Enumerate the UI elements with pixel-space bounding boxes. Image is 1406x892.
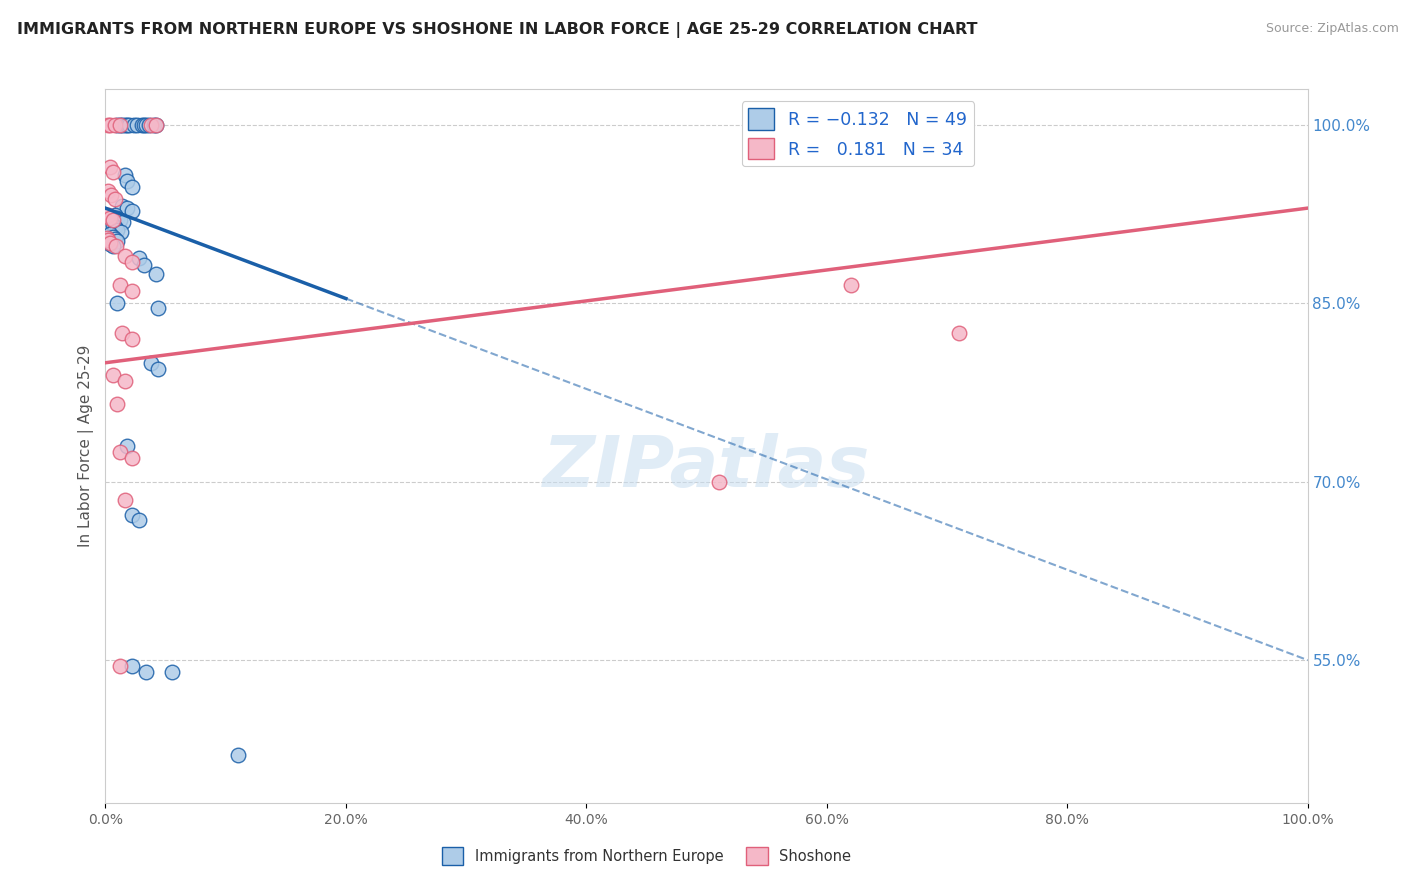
Point <box>121 285 143 299</box>
Point <box>121 203 143 218</box>
Point <box>107 118 129 132</box>
Point <box>114 249 136 263</box>
Point <box>115 439 138 453</box>
Point <box>108 213 131 227</box>
Point <box>98 235 121 250</box>
Point <box>707 475 730 489</box>
Point <box>101 213 124 227</box>
Point <box>108 118 131 132</box>
Point <box>138 118 160 132</box>
Point <box>115 201 138 215</box>
Point <box>110 225 132 239</box>
Point <box>112 215 135 229</box>
Point <box>100 188 122 202</box>
Point <box>97 185 120 199</box>
Point <box>115 118 138 132</box>
Point <box>97 208 120 222</box>
Point <box>108 118 131 132</box>
Point <box>104 232 127 246</box>
Point <box>145 118 167 132</box>
Point <box>107 296 129 310</box>
Point <box>104 192 127 206</box>
Point <box>145 118 167 132</box>
Point <box>115 174 138 188</box>
Point <box>108 278 131 293</box>
Point <box>104 220 127 235</box>
Point <box>97 233 120 247</box>
Point <box>101 368 124 382</box>
Point <box>124 118 146 132</box>
Point <box>131 118 153 132</box>
Point <box>114 118 136 132</box>
Point <box>101 165 124 179</box>
Point <box>114 492 136 507</box>
Point <box>98 160 121 174</box>
Point <box>132 258 155 272</box>
Point <box>948 326 970 340</box>
Point <box>108 445 131 459</box>
Point <box>108 659 131 673</box>
Point <box>145 267 167 281</box>
Point <box>121 659 143 673</box>
Point <box>101 229 124 244</box>
Point <box>121 450 143 465</box>
Point <box>118 118 141 132</box>
Point <box>121 179 143 194</box>
Point <box>226 748 249 763</box>
Point <box>101 239 124 253</box>
Point <box>121 254 143 268</box>
Point <box>104 118 127 132</box>
Point <box>160 665 183 679</box>
Text: ZIPatlas: ZIPatlas <box>543 433 870 502</box>
Point <box>839 278 862 293</box>
Point <box>135 665 157 679</box>
Point <box>105 239 128 253</box>
Point <box>107 397 129 411</box>
Point <box>107 222 129 236</box>
Point <box>142 118 165 132</box>
Point <box>148 361 170 376</box>
Point <box>111 199 134 213</box>
Y-axis label: In Labor Force | Age 25-29: In Labor Force | Age 25-29 <box>79 345 94 547</box>
Point <box>135 118 157 132</box>
Point <box>97 118 120 132</box>
Point <box>121 332 143 346</box>
Text: Source: ZipAtlas.com: Source: ZipAtlas.com <box>1265 22 1399 36</box>
Point <box>132 118 155 132</box>
Point <box>98 227 121 242</box>
Point <box>114 168 136 182</box>
Point <box>139 356 162 370</box>
Point <box>107 235 129 249</box>
Point <box>128 513 150 527</box>
Point <box>139 118 162 132</box>
Point <box>114 374 136 388</box>
Point <box>111 118 134 132</box>
Point <box>125 118 148 132</box>
Point <box>128 251 150 265</box>
Point <box>98 211 121 225</box>
Point <box>96 231 118 245</box>
Point <box>111 326 134 340</box>
Legend: Immigrants from Northern Europe, Shoshone: Immigrants from Northern Europe, Shoshon… <box>436 841 858 871</box>
Point <box>104 208 127 222</box>
Point <box>98 236 121 251</box>
Point <box>121 508 143 522</box>
Point <box>98 118 121 132</box>
Point <box>107 211 129 225</box>
Point <box>101 218 124 232</box>
Text: IMMIGRANTS FROM NORTHERN EUROPE VS SHOSHONE IN LABOR FORCE | AGE 25-29 CORRELATI: IMMIGRANTS FROM NORTHERN EUROPE VS SHOSH… <box>17 22 977 38</box>
Point <box>148 301 170 315</box>
